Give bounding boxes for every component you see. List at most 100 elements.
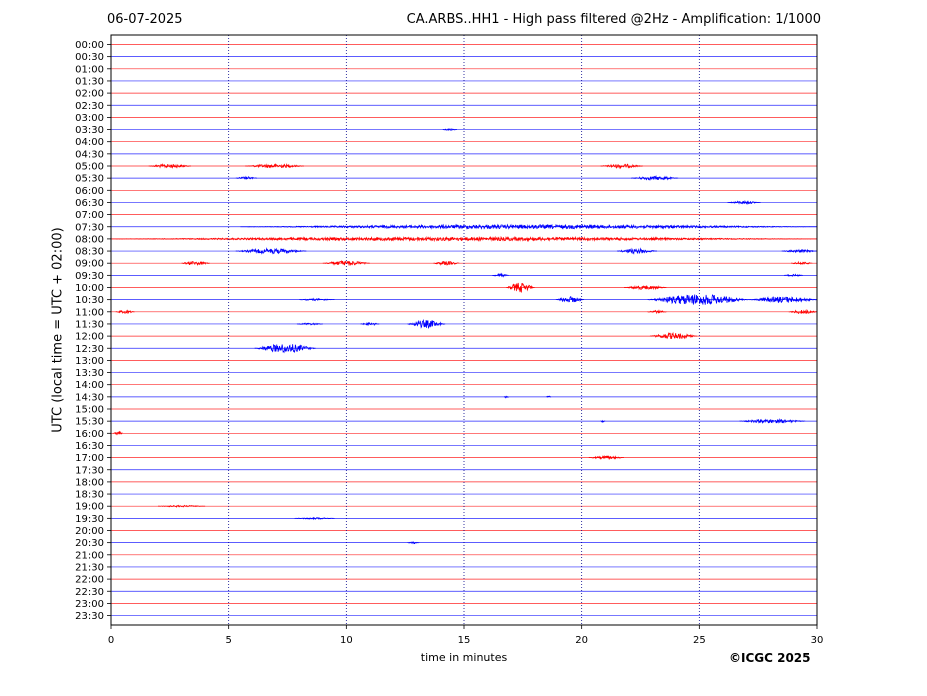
y-tick-label: 23:00 (75, 599, 104, 610)
seismic-event-2 (245, 163, 304, 169)
x-tick-label: 30 (811, 635, 824, 646)
y-tick-label: 09:30 (75, 271, 104, 282)
y-tick-label: 17:30 (75, 465, 104, 476)
plot-frame (110, 34, 818, 626)
y-tick-label: 08:30 (75, 247, 104, 258)
y-tick-label: 18:00 (75, 477, 104, 488)
seismic-event-7 (240, 223, 817, 230)
seismic-event-39 (294, 516, 335, 521)
seismic-event-24 (115, 309, 135, 315)
seismic-event-28 (360, 321, 380, 327)
x-tick-label: 0 (108, 635, 114, 646)
y-tick-label: 23:30 (75, 611, 104, 622)
y-tick-label: 05:30 (75, 174, 104, 185)
x-axis-label: time in minutes (420, 651, 508, 664)
y-tick-label: 21:30 (75, 562, 104, 573)
seismic-event-29 (407, 319, 446, 330)
y-tick-label: 14:30 (75, 392, 104, 403)
y-tick-label: 21:00 (75, 550, 104, 561)
y-tick-label: 06:00 (75, 186, 104, 197)
seismic-event-40 (407, 541, 420, 545)
y-tick-label: 07:30 (75, 222, 104, 233)
y-tick-label: 02:30 (75, 101, 104, 112)
y-tick-label: 12:30 (75, 344, 104, 355)
y-tick-label: 20:00 (75, 526, 104, 537)
seismic-event-16 (492, 272, 509, 278)
seismic-event-12 (181, 260, 210, 266)
y-tick-label: 08:00 (75, 234, 104, 245)
seismic-event-34 (600, 419, 606, 423)
y-tick-label: 20:30 (75, 538, 104, 549)
seismic-event-8 (111, 235, 817, 243)
y-tick-label: 03:00 (75, 113, 104, 124)
seismic-event-26 (788, 308, 818, 315)
seismic-event-15 (791, 260, 813, 266)
y-tick-label: 05:00 (75, 162, 104, 173)
y-tick-label: 09:00 (75, 259, 104, 270)
x-ticks-group: 0 5 10 15 20 25 30 (108, 625, 824, 646)
chart-title: CA.ARBS..HH1 - High pass filtered @2Hz -… (406, 12, 821, 27)
x-tick-label: 10 (340, 635, 353, 646)
y-tick-label: 04:30 (75, 149, 104, 160)
seismic-event-1 (148, 163, 192, 169)
y-tick-label: 10:30 (75, 295, 104, 306)
y-tick-label: 04:00 (75, 137, 104, 148)
y-tick-label: 17:00 (75, 453, 104, 464)
seismic-event-31 (254, 343, 316, 354)
seismic-event-27 (296, 322, 323, 326)
seismic-event-4 (235, 175, 257, 180)
y-tick-label: 16:00 (75, 429, 104, 440)
y-tick-label: 22:00 (75, 575, 104, 586)
seismic-event-11 (781, 248, 818, 254)
y-tick-label: 22:30 (75, 587, 104, 598)
y-tick-label: 07:00 (75, 210, 104, 221)
x-tick-label: 5 (225, 635, 231, 646)
seismic-event-30 (649, 331, 698, 340)
x-tick-label: 25 (693, 635, 706, 646)
seismic-event-19 (624, 285, 667, 291)
seismic-event-38 (158, 504, 206, 508)
y-tick-label: 19:00 (75, 502, 104, 513)
copyright-label: ©ICGC 2025 (729, 651, 811, 665)
y-tick-label: 18:30 (75, 490, 104, 501)
seismic-event-0 (442, 128, 457, 132)
seismic-event-36 (113, 430, 123, 436)
y-tick-label: 06:30 (75, 198, 104, 209)
seismic-event-14 (433, 261, 460, 266)
y-tick-label: 13:00 (75, 356, 104, 367)
seismic-event-33 (546, 395, 552, 398)
seismic-event-25 (647, 309, 667, 315)
y-tick-label: 00:30 (75, 52, 104, 63)
seismic-event-37 (588, 455, 625, 461)
x-tick-label: 20 (575, 635, 588, 646)
y-tick-label: 19:30 (75, 514, 104, 525)
y-tick-label: 12:00 (75, 332, 104, 343)
seismic-event-5 (631, 175, 679, 181)
seismic-event-21 (555, 296, 585, 303)
seismic-event-10 (616, 247, 657, 255)
y-tick-label: 03:30 (75, 125, 104, 136)
seismic-event-3 (600, 163, 643, 170)
y-tick-label: 00:00 (75, 40, 104, 51)
seismic-event-22 (647, 294, 749, 305)
seismic-event-20 (299, 297, 335, 302)
y-tick-label: 01:00 (75, 64, 104, 75)
traces-group (111, 44, 818, 616)
y-tick-label: 15:30 (75, 417, 104, 428)
seismic-event-23 (748, 296, 818, 304)
y-tick-label: 11:30 (75, 319, 104, 330)
seismic-event-6 (727, 199, 761, 206)
y-tick-label: 16:30 (75, 441, 104, 452)
grid-group (228, 35, 700, 625)
y-tick-label: 01:30 (75, 76, 104, 87)
y-tick-label: 15:00 (75, 405, 104, 416)
y-tick-label: 11:00 (75, 307, 104, 318)
seismic-event-32 (503, 395, 509, 399)
x-tick-label: 15 (458, 635, 471, 646)
y-tick-label: 10:00 (75, 283, 104, 294)
seismic-event-35 (739, 418, 806, 424)
y-tick-label: 02:00 (75, 89, 104, 100)
seismic-event-18 (506, 282, 535, 293)
